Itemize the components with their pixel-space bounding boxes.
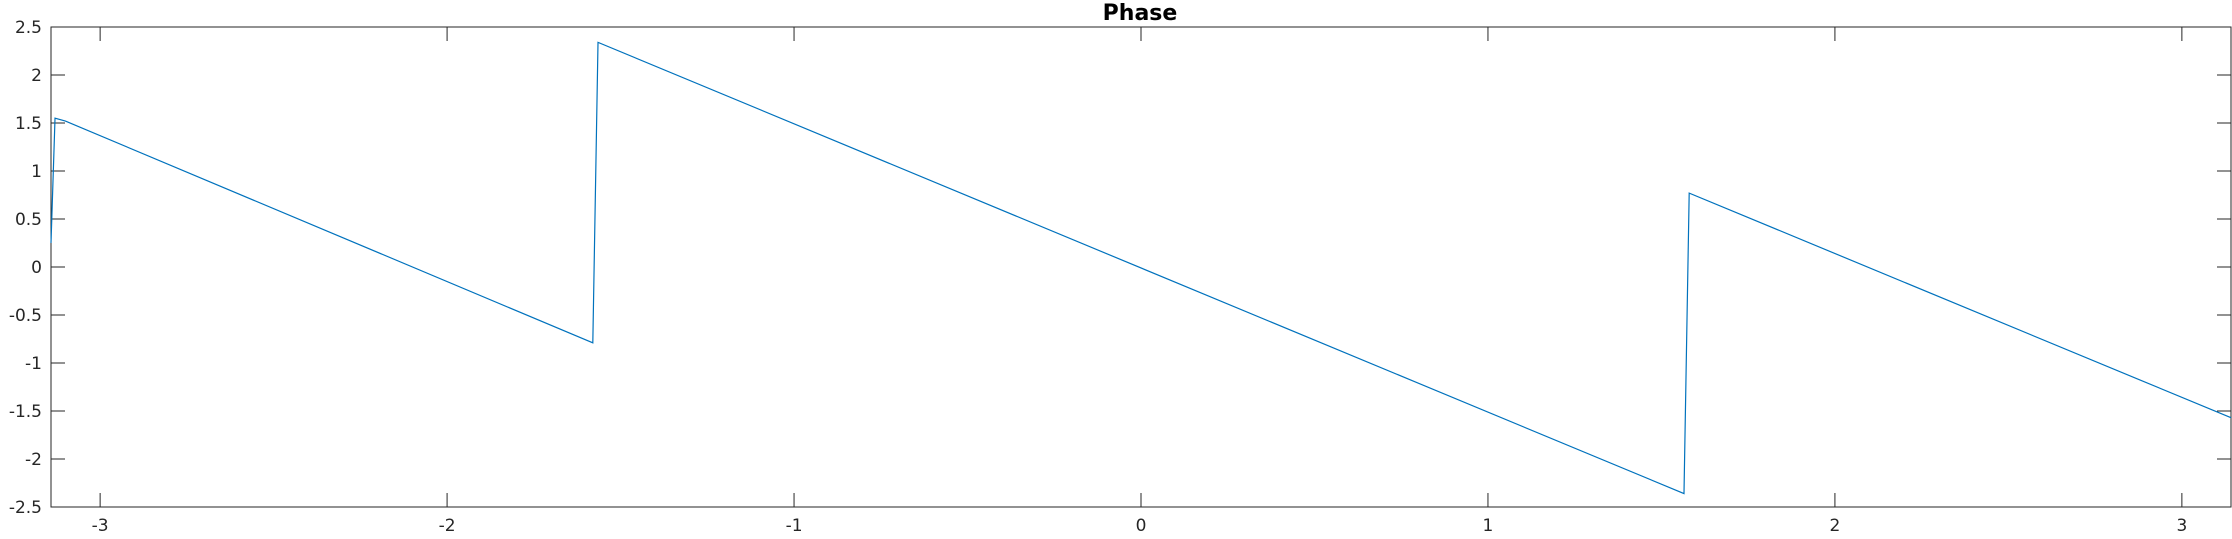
y-tick-label: 2.5 — [15, 18, 42, 38]
x-tick-label: -2 — [439, 516, 456, 536]
chart-title: Phase — [1103, 1, 1178, 26]
x-tick-label: -1 — [786, 516, 803, 536]
x-tick-label: -3 — [92, 516, 109, 536]
y-tick-label: -1 — [25, 354, 42, 374]
y-tick-label: -0.5 — [9, 306, 42, 326]
y-tick-label: 1.5 — [15, 114, 42, 134]
x-tick-label: 2 — [1830, 516, 1841, 536]
y-tick-label: -2 — [25, 450, 42, 470]
y-tick-label: 2 — [31, 66, 42, 86]
x-axis: -3 -2 -1 0 1 2 3 — [92, 27, 2187, 536]
y-tick-label: 0 — [31, 258, 42, 278]
y-tick-label: 1 — [31, 162, 42, 182]
plot-area — [50, 26, 2232, 508]
series-layer — [50, 41, 2232, 495]
series-line-0 — [50, 41, 2232, 495]
x-tick-label: 3 — [2176, 516, 2187, 536]
x-tick-label: 1 — [1483, 516, 1494, 536]
y-tick-label: 0.5 — [15, 210, 42, 230]
x-tick-label: 0 — [1136, 516, 1147, 536]
y-tick-label: -2.5 — [9, 498, 42, 518]
y-tick-label: -1.5 — [9, 402, 42, 422]
y-axis: 2.5 2 1.5 1 0.5 0 -0.5 -1 -1.5 -2 -2.5 — [9, 18, 2231, 518]
